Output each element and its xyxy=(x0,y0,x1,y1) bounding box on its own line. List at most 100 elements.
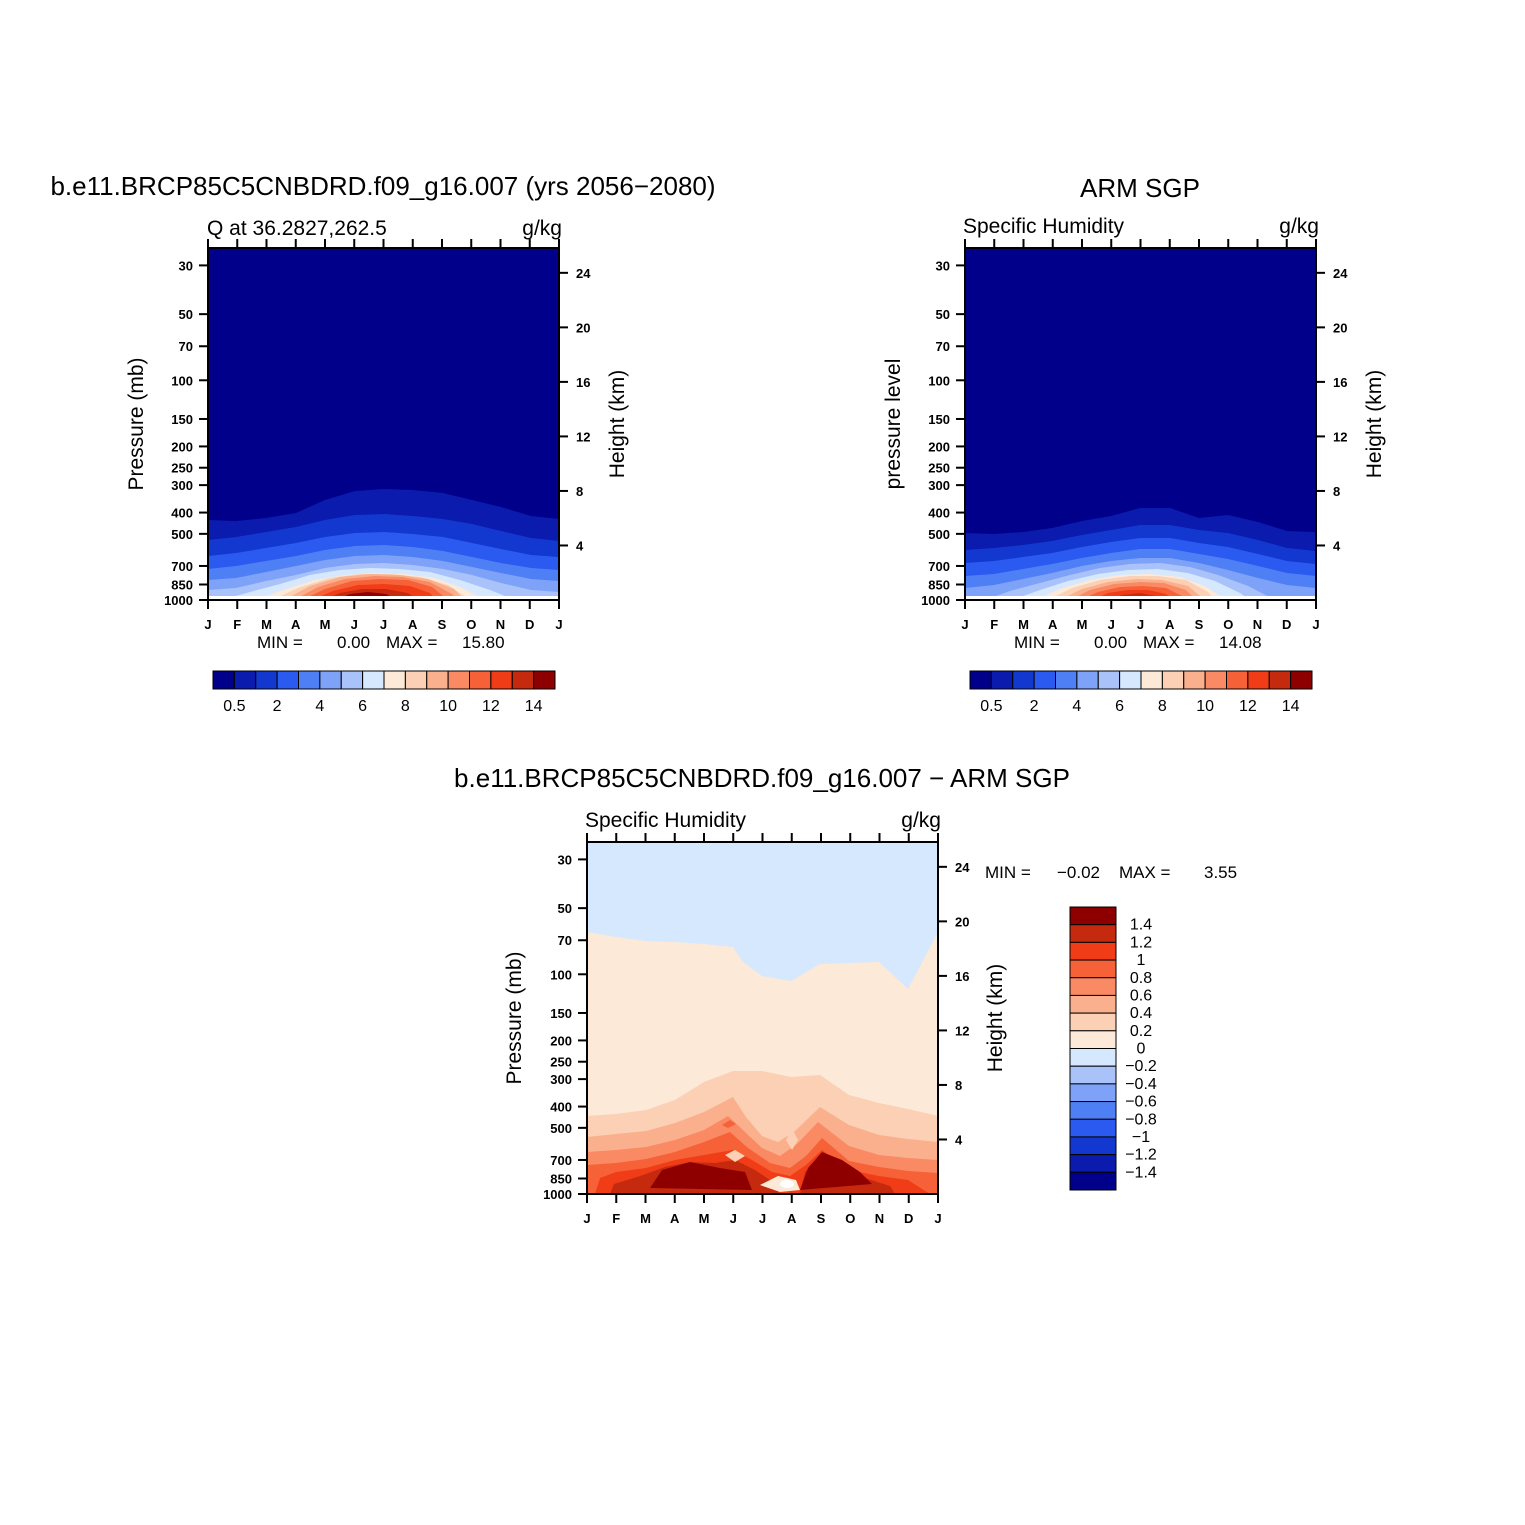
colorbar-swatch xyxy=(1069,1154,1117,1173)
contour-band xyxy=(722,1120,736,1128)
min-value: 0.00 xyxy=(1094,633,1127,652)
y2-tick-label: 4 xyxy=(1333,538,1341,553)
y-tick-label: 150 xyxy=(171,412,193,427)
y-tick-label: 1000 xyxy=(164,593,193,608)
colorbar-label: 1.2 xyxy=(1130,934,1152,951)
panel-diff-title: b.e11.BRCP85C5CNBDRD.f09_g16.007 − ARM S… xyxy=(454,763,1070,793)
colorbar-swatch xyxy=(511,670,535,690)
y-tick-label: 30 xyxy=(936,258,950,273)
y-tick-label: 400 xyxy=(171,506,193,521)
y-tick-label: 200 xyxy=(171,439,193,454)
panel-model-plot-area xyxy=(207,247,560,601)
colorbar-swatch xyxy=(1069,1012,1117,1032)
y-tick-label: 850 xyxy=(928,577,950,592)
panel-model-units-label: g/kg xyxy=(522,217,562,240)
y2-tick-label: 4 xyxy=(955,1132,963,1147)
colorbar-label: 0.4 xyxy=(1130,1005,1152,1022)
y2-tick-label: 8 xyxy=(1333,484,1340,499)
max-value: 3.55 xyxy=(1204,863,1237,882)
colorbar-swatch xyxy=(1097,670,1121,690)
colorbar-swatch xyxy=(1140,670,1163,690)
y2-tick-label: 24 xyxy=(1333,266,1348,281)
y2-tick-label: 4 xyxy=(576,538,584,553)
colorbar-label: 0.6 xyxy=(1130,987,1152,1004)
x-tick-label: M xyxy=(699,1211,710,1226)
colorbar-label: −1 xyxy=(1132,1129,1150,1146)
x-tick-label: J xyxy=(380,617,387,632)
y-tick-label: 30 xyxy=(179,258,193,273)
y2-tick-label: 20 xyxy=(955,914,969,929)
x-tick-label: S xyxy=(817,1211,826,1226)
x-tick-label: O xyxy=(845,1211,855,1226)
colorbar-label: 8 xyxy=(401,698,410,715)
y2-tick-label: 24 xyxy=(576,266,591,281)
min-label: MIN = xyxy=(985,863,1031,882)
y-tick-label: 850 xyxy=(171,577,193,592)
y-axis-label: pressure level xyxy=(882,359,905,490)
y2-tick-label: 16 xyxy=(1333,375,1347,390)
colorbar-swatch xyxy=(1161,670,1185,690)
panel-model-title: b.e11.BRCP85C5CNBDRD.f09_g16.007 (yrs 20… xyxy=(50,171,715,201)
colorbar-swatch xyxy=(1247,670,1270,690)
colorbar-swatch xyxy=(1069,994,1117,1014)
x-tick-label: A xyxy=(787,1211,797,1226)
colorbar-label: 1 xyxy=(1137,952,1146,969)
colorbar-swatch xyxy=(1183,670,1206,690)
colorbar-label: −0.2 xyxy=(1125,1058,1157,1075)
y-tick-label: 700 xyxy=(928,559,950,574)
max-label: MAX = xyxy=(386,633,438,652)
y-tick-label: 100 xyxy=(171,373,193,388)
colorbar: 0.5 2 4 6 8 10 12 14 xyxy=(212,670,556,715)
colorbar-label: −0.8 xyxy=(1125,1111,1157,1128)
colorbar-swatch xyxy=(340,670,364,690)
colorbar-swatch xyxy=(533,670,556,690)
y-tick-label: 400 xyxy=(550,1100,572,1115)
x-tick-label: M xyxy=(320,617,331,632)
x-tick-label: J xyxy=(351,617,358,632)
contour-band xyxy=(780,1180,794,1188)
colorbar-swatch xyxy=(1069,1030,1117,1049)
min-label: MIN = xyxy=(257,633,303,652)
y2-tick-label: 20 xyxy=(1333,320,1347,335)
colorbar-label: 12 xyxy=(482,698,500,715)
colorbar-swatch xyxy=(298,670,321,690)
y2-tick-label: 8 xyxy=(576,484,583,499)
x-tick-label: J xyxy=(934,1211,941,1226)
colorbar-swatch xyxy=(1069,1065,1117,1085)
panel-obs: ARM SGP Specific Humidity g/kg 305070100… xyxy=(882,173,1386,715)
contour-band xyxy=(786,1128,798,1150)
colorbar-swatch xyxy=(1069,941,1117,961)
y-tick-label: 400 xyxy=(928,506,950,521)
colorbar-swatch xyxy=(1069,959,1117,979)
colorbar-swatch xyxy=(255,670,278,690)
y-tick-label: 150 xyxy=(550,1006,572,1021)
y-tick-label: 70 xyxy=(179,339,193,354)
min-value: 0.00 xyxy=(337,633,370,652)
colorbar-swatch xyxy=(1076,670,1099,690)
x-tick-label: M xyxy=(640,1211,651,1226)
y-tick-label: 200 xyxy=(928,439,950,454)
colorbar-label: 6 xyxy=(358,698,367,715)
y2-axis-label: Height (km) xyxy=(606,370,629,479)
colorbar-swatch xyxy=(1268,670,1292,690)
panel-model: b.e11.BRCP85C5CNBDRD.f09_g16.007 (yrs 20… xyxy=(50,171,715,715)
max-value: 15.80 xyxy=(462,633,505,652)
y-tick-label: 30 xyxy=(558,852,572,867)
colorbar-swatch xyxy=(990,670,1014,690)
y2-tick-label: 24 xyxy=(955,860,970,875)
x-tick-label: M xyxy=(1077,617,1088,632)
y-tick-label: 100 xyxy=(928,373,950,388)
colorbar-swatch xyxy=(1069,1048,1117,1067)
y-tick-label: 150 xyxy=(928,412,950,427)
colorbar-swatch xyxy=(1069,906,1117,926)
x-tick-label: M xyxy=(1018,617,1029,632)
colorbar-label: 4 xyxy=(1072,698,1081,715)
x-tick-label: J xyxy=(759,1211,766,1226)
panel-diff-variable-label: Specific Humidity xyxy=(585,809,747,832)
colorbar-swatch xyxy=(1069,1083,1117,1103)
y2-axis-label: Height (km) xyxy=(1363,370,1386,479)
y-tick-label: 300 xyxy=(171,478,193,493)
panel-diff-plot-area xyxy=(586,841,939,1195)
colorbar-label: −1.2 xyxy=(1125,1147,1157,1164)
x-tick-label: S xyxy=(438,617,447,632)
